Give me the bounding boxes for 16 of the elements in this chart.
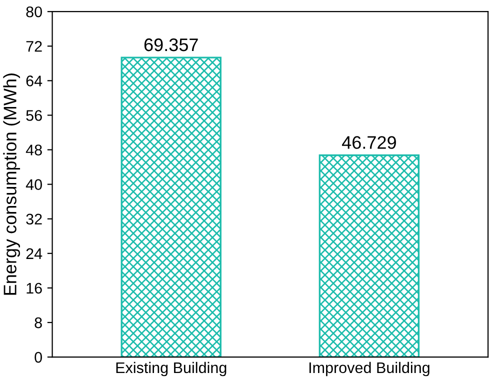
data-label: 69.357: [144, 38, 198, 52]
y-tick-label: 40: [26, 179, 42, 190]
y-tick-label: 32: [26, 214, 42, 225]
y-tick-label: 0: [34, 352, 42, 363]
y-tick-label: 16: [26, 282, 42, 294]
y-tick-label: 56: [26, 110, 42, 121]
y-tick-label: 80: [26, 6, 42, 18]
data-label: 46.729: [342, 136, 396, 149]
y-tick-label: 24: [26, 248, 42, 259]
x-tick-label: Improved Building: [309, 362, 430, 376]
y-axis-title: Energy consumption (MWh): [3, 74, 20, 295]
y-tick-label: 72: [26, 40, 42, 52]
x-tick-label: Existing Building: [116, 362, 226, 376]
y-tick-label: 64: [26, 76, 42, 86]
y-tick-label: 48: [26, 144, 42, 156]
y-tick-label: 8: [34, 317, 42, 328]
